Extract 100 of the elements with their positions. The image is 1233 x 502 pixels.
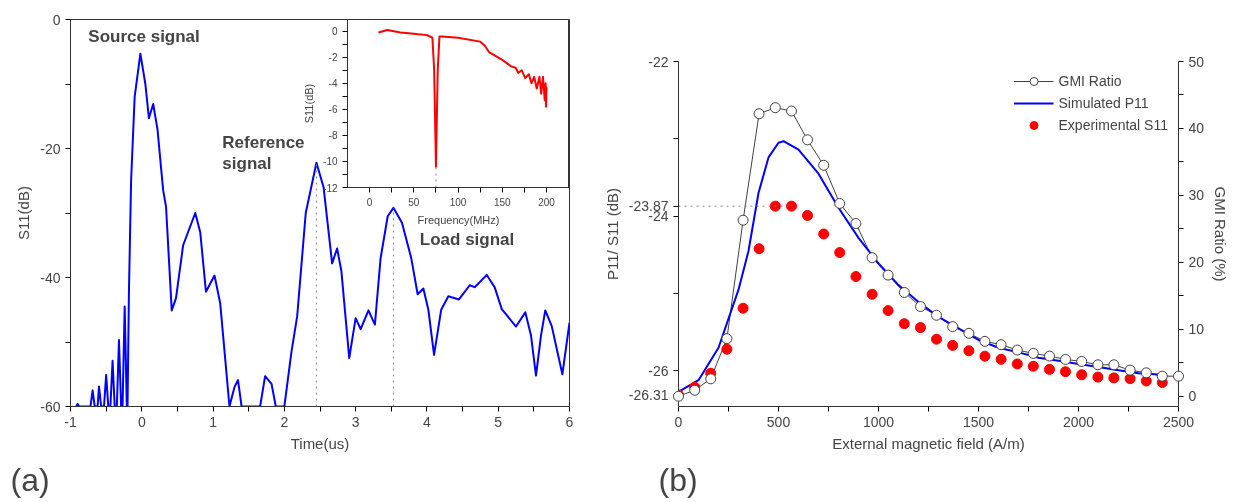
point bbox=[802, 209, 813, 221]
y-tick-label: -26 bbox=[648, 362, 669, 379]
point bbox=[898, 318, 910, 330]
legend-label: Experimental S11 bbox=[1058, 117, 1168, 133]
annotation: Source signal bbox=[88, 27, 200, 47]
y2-tick-label: 50 bbox=[1188, 53, 1205, 70]
x-tick-label: 1 bbox=[209, 413, 218, 430]
y-tick-label: -4 bbox=[328, 78, 338, 90]
point bbox=[1027, 347, 1039, 359]
point bbox=[866, 288, 878, 300]
text: (a) bbox=[10, 461, 50, 498]
y2-tick-label: 10 bbox=[1188, 321, 1205, 338]
point bbox=[979, 350, 991, 362]
point bbox=[737, 302, 749, 314]
x-tick-label: 500 bbox=[766, 413, 791, 430]
point bbox=[1076, 355, 1088, 367]
point bbox=[963, 327, 975, 339]
x-tick-label: 150 bbox=[493, 196, 512, 208]
y-tick-label: 0 bbox=[331, 26, 338, 38]
point bbox=[1027, 360, 1039, 372]
point bbox=[1060, 353, 1071, 365]
x-tick-label: 0 bbox=[137, 413, 146, 430]
y-tick-label: -6 bbox=[328, 104, 338, 116]
x-tick-label: 4 bbox=[423, 413, 432, 430]
point bbox=[963, 345, 975, 357]
point bbox=[753, 243, 765, 255]
point bbox=[1011, 358, 1023, 370]
point bbox=[850, 271, 862, 283]
x-tick-label: 0 bbox=[674, 413, 683, 430]
y2-tick-label: 20 bbox=[1188, 254, 1205, 271]
point bbox=[721, 333, 733, 345]
point bbox=[721, 343, 733, 355]
point bbox=[818, 159, 830, 171]
y-tick-label: -60 bbox=[40, 398, 61, 415]
point bbox=[995, 353, 1007, 365]
point bbox=[834, 247, 846, 259]
point bbox=[818, 228, 830, 240]
y-tick-label: -22 bbox=[648, 53, 669, 70]
y2-axis-title: GMI Ratio (%) bbox=[1212, 186, 1230, 282]
y-axis-title: S11(dB) bbox=[303, 83, 316, 124]
x-tick-label: 1500 bbox=[962, 413, 995, 430]
point bbox=[834, 197, 846, 209]
point bbox=[979, 335, 991, 347]
x-tick-label: -1 bbox=[64, 413, 77, 430]
line-series bbox=[377, 28, 548, 168]
x-axis-title: Time(us) bbox=[290, 434, 350, 452]
point bbox=[898, 286, 910, 298]
x-tick-label: 50 bbox=[408, 196, 420, 208]
point bbox=[1060, 366, 1071, 378]
point bbox=[1173, 370, 1184, 382]
point bbox=[1124, 364, 1136, 376]
point bbox=[915, 301, 926, 313]
annotation: Load signal bbox=[419, 229, 515, 249]
x-tick-label: 0 bbox=[366, 196, 373, 208]
point bbox=[802, 134, 813, 146]
point bbox=[705, 373, 717, 385]
x-tick-label: 6 bbox=[565, 413, 574, 430]
y-tick-label: -20 bbox=[40, 140, 61, 157]
y-tick-label: -40 bbox=[40, 269, 61, 286]
x-tick-label: 5 bbox=[494, 413, 503, 430]
point bbox=[995, 339, 1007, 351]
y-tick-label: -26.31 bbox=[628, 386, 669, 403]
x-axis-title: Frequency(MHz) bbox=[417, 213, 500, 226]
point bbox=[947, 339, 959, 351]
point bbox=[1092, 371, 1104, 383]
annotation: Reference signal bbox=[222, 133, 305, 173]
point bbox=[1124, 373, 1136, 385]
x-tick-label: 200 bbox=[538, 196, 556, 208]
x-tick-label: 100 bbox=[449, 196, 467, 208]
point bbox=[1108, 372, 1120, 384]
y2-tick-label: 30 bbox=[1188, 187, 1205, 204]
point bbox=[769, 200, 781, 212]
y-tick-label: 0 bbox=[52, 11, 61, 28]
y2-tick-label: 0 bbox=[1188, 388, 1197, 405]
y2-tick-label: 40 bbox=[1188, 120, 1205, 137]
y-axis-title: P11/ S11 (dB) bbox=[603, 188, 621, 280]
point bbox=[786, 200, 797, 212]
point bbox=[1076, 369, 1088, 381]
point bbox=[1011, 344, 1023, 356]
point bbox=[882, 305, 894, 317]
text: (b) bbox=[658, 461, 698, 498]
x-tick-label: 1000 bbox=[862, 413, 895, 430]
point bbox=[1044, 363, 1055, 375]
point bbox=[769, 102, 781, 114]
legend-label: Simulated P11 bbox=[1058, 95, 1149, 111]
y-tick-label: -8 bbox=[328, 130, 338, 142]
point bbox=[1108, 359, 1120, 371]
point bbox=[1044, 350, 1055, 362]
legend-label: GMI Ratio bbox=[1058, 73, 1122, 89]
point bbox=[737, 214, 749, 226]
point bbox=[1092, 359, 1104, 371]
point bbox=[915, 322, 926, 334]
x-tick-label: 2000 bbox=[1062, 413, 1095, 430]
point bbox=[1156, 370, 1168, 382]
x-axis-title: External magnetic field (A/m) bbox=[832, 434, 1025, 452]
point bbox=[882, 269, 894, 281]
y-axis-title: S11(dB) bbox=[15, 186, 33, 240]
point bbox=[947, 321, 959, 333]
point bbox=[866, 252, 878, 264]
point bbox=[850, 218, 862, 230]
